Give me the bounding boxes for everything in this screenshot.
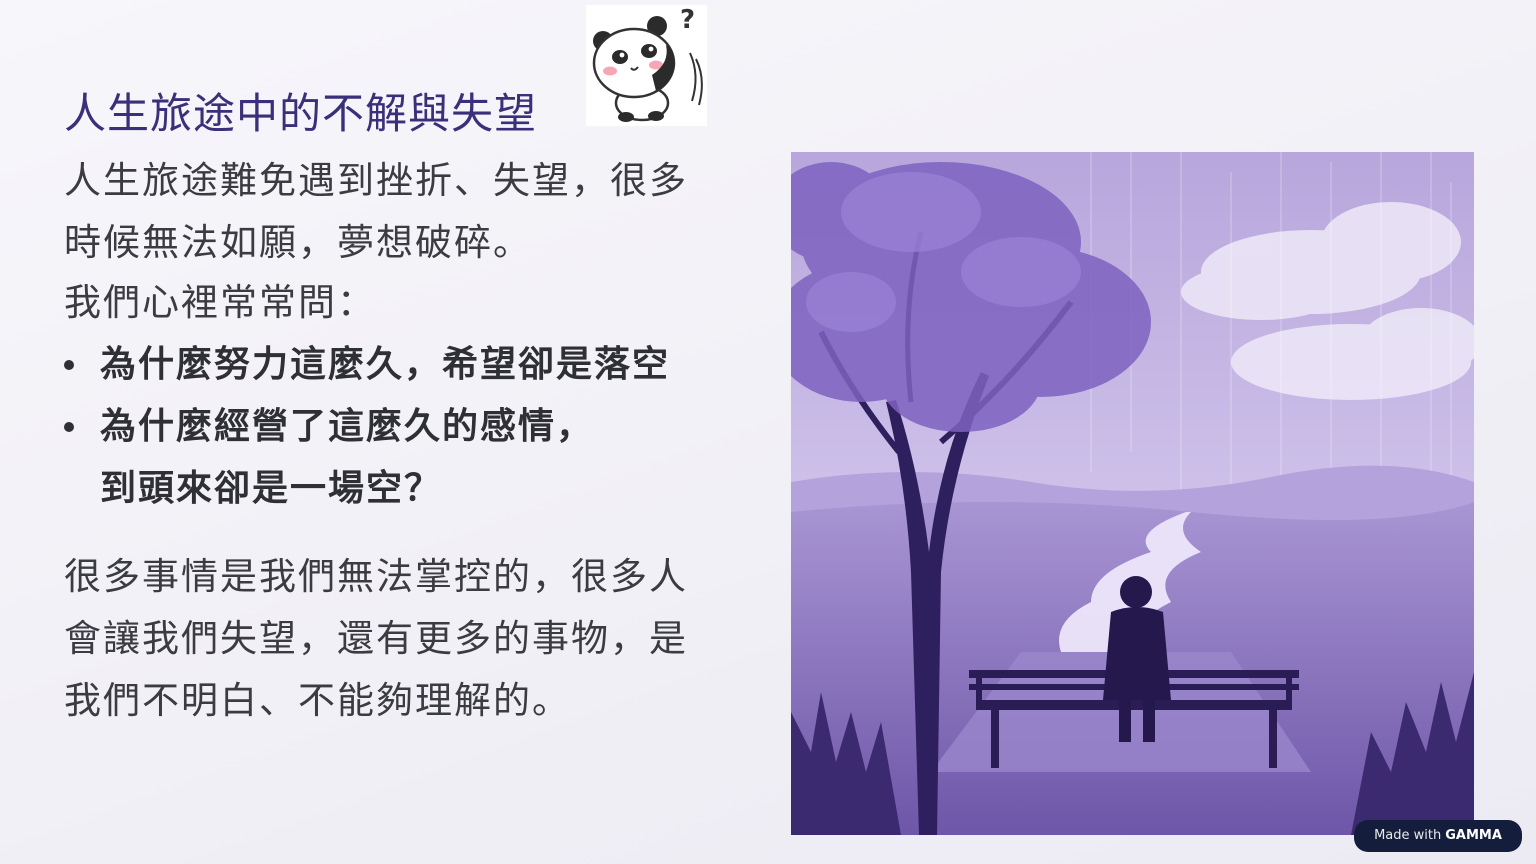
intro-line-1: 人生旅途難免遇到挫折、失望，很多 — [64, 159, 688, 202]
intro-line-2: 時候無法如願，夢想破碎。 — [64, 221, 532, 264]
slide-body: 人生旅途難免遇到挫折、失望，很多 時候無法如願，夢想破碎。 我們心裡常常問： 為… — [64, 150, 764, 732]
intro-paragraph: 人生旅途難免遇到挫折、失望，很多 時候無法如願，夢想破碎。 — [64, 150, 764, 274]
closing-paragraph: 很多事情是我們無法掌控的，很多人 會讓我們失望，還有更多的事物，是 我們不明白、… — [64, 546, 764, 732]
bullet-text-line-1: 為什麼經營了這麼久的感情， — [100, 406, 595, 447]
bullet-text-line-2: 到頭來卻是一場空？ — [100, 468, 443, 509]
closing-line-1: 很多事情是我們無法掌控的，很多人 — [64, 555, 688, 598]
closing-line-2: 會讓我們失望，還有更多的事物，是 — [64, 617, 688, 660]
bullet-dot-icon — [64, 422, 74, 432]
question-list: 為什麼努力這麼久，希望卻是落空 為什麼經營了這麼久的感情， 到頭來卻是一場空？ — [64, 334, 764, 520]
list-item: 為什麼努力這麼久，希望卻是落空 — [64, 334, 764, 396]
bullet-text: 為什麼努力這麼久，希望卻是落空 — [100, 344, 671, 385]
lonely-bench-tree-illustration — [791, 152, 1474, 835]
made-with-gamma-badge[interactable]: Made with GAMMA — [1354, 820, 1522, 852]
badge-made-with-label: Made with — [1374, 828, 1442, 843]
list-item: 為什麼經營了這麼久的感情， 到頭來卻是一場空？ — [64, 396, 764, 520]
panda-question-icon: ? — [586, 5, 707, 126]
slide-title: 人生旅途中的不解與失望 — [64, 89, 538, 139]
bullet-dot-icon — [64, 360, 74, 370]
question-mark-glyph: ? — [680, 5, 696, 35]
question-lead: 我們心裡常常問： — [64, 281, 376, 324]
closing-line-3: 我們不明白、不能夠理解的。 — [64, 679, 571, 722]
badge-brand-label: GAMMA — [1445, 828, 1502, 843]
